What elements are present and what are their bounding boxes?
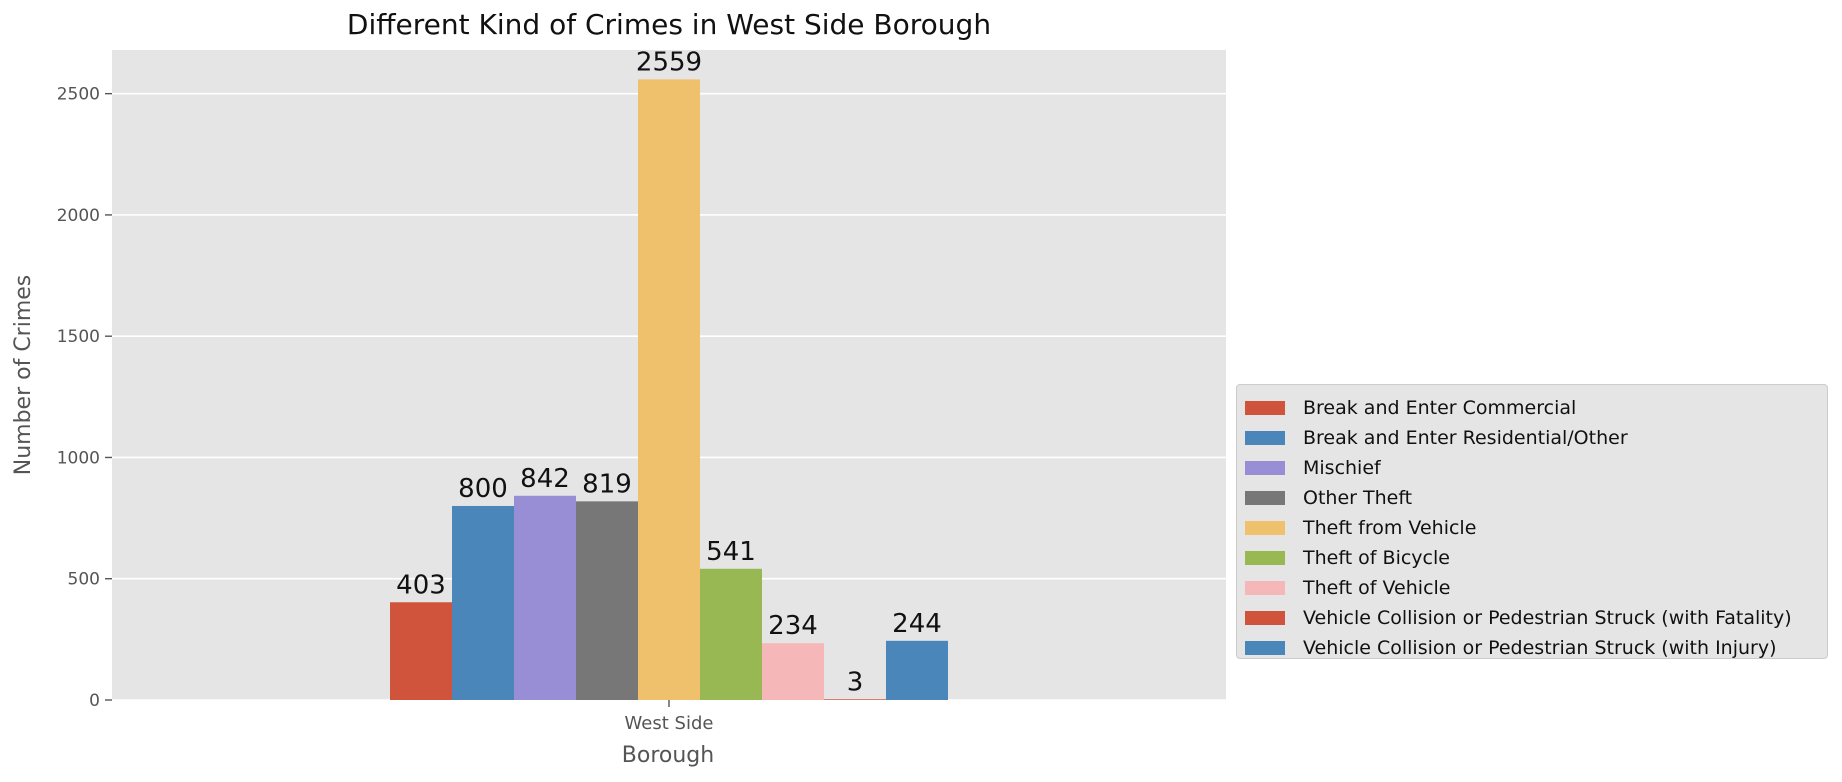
x-tick-label: West Side bbox=[625, 713, 714, 734]
y-tick-label: 2000 bbox=[57, 206, 100, 226]
legend-label: Theft from Vehicle bbox=[1303, 517, 1477, 539]
data-label: 403 bbox=[396, 570, 446, 600]
legend-label: Mischief bbox=[1303, 457, 1381, 479]
legend-item: Vehicle Collision or Pedestrian Struck (… bbox=[1237, 633, 1827, 663]
bar bbox=[390, 602, 452, 700]
chart-title: Different Kind of Crimes in West Side Bo… bbox=[347, 8, 991, 41]
legend-swatch bbox=[1245, 551, 1285, 565]
bar bbox=[700, 568, 762, 700]
y-tick-label: 2500 bbox=[57, 85, 100, 105]
y-tick-label: 1000 bbox=[57, 448, 100, 468]
legend-swatch bbox=[1245, 641, 1285, 655]
legend-label: Break and Enter Commercial bbox=[1303, 397, 1577, 419]
data-label: 842 bbox=[520, 464, 570, 494]
legend-item: Other Theft bbox=[1237, 483, 1827, 513]
legend-swatch bbox=[1245, 431, 1285, 445]
legend-swatch bbox=[1245, 491, 1285, 505]
data-label: 234 bbox=[768, 611, 818, 641]
data-label: 244 bbox=[892, 609, 942, 639]
bar bbox=[452, 505, 514, 700]
legend-item: Theft from Vehicle bbox=[1237, 513, 1827, 543]
legend-item: Theft of Bicycle bbox=[1237, 543, 1827, 573]
bar bbox=[762, 643, 824, 700]
legend-item: Theft of Vehicle bbox=[1237, 573, 1827, 603]
y-tick-label: 1500 bbox=[57, 327, 100, 347]
legend-label: Break and Enter Residential/Other bbox=[1303, 427, 1628, 449]
data-label: 541 bbox=[706, 537, 756, 567]
data-label: 2559 bbox=[636, 47, 702, 77]
legend-swatch bbox=[1245, 401, 1285, 415]
bar bbox=[824, 699, 886, 700]
legend-label: Theft of Vehicle bbox=[1303, 577, 1451, 599]
data-label: 800 bbox=[458, 474, 508, 504]
legend-label: Other Theft bbox=[1303, 487, 1413, 509]
legend-label: Vehicle Collision or Pedestrian Struck (… bbox=[1303, 607, 1792, 629]
legend-item: Break and Enter Commercial bbox=[1237, 393, 1827, 423]
legend-swatch bbox=[1245, 461, 1285, 475]
x-axis-label: Borough bbox=[622, 743, 714, 768]
legend-swatch bbox=[1245, 581, 1285, 595]
chart-legend: Break and Enter Commercial Break and Ente… bbox=[1236, 384, 1828, 659]
data-label: 3 bbox=[847, 667, 864, 697]
data-label: 819 bbox=[582, 469, 632, 499]
bar bbox=[886, 640, 948, 700]
legend-label: Vehicle Collision or Pedestrian Struck (… bbox=[1303, 637, 1777, 659]
y-axis-ticks: 0 500 1000 1500 2000 2500 bbox=[57, 85, 112, 711]
bar bbox=[514, 495, 576, 700]
legend-item: Vehicle Collision or Pedestrian Struck (… bbox=[1237, 603, 1827, 633]
legend-item: Mischief bbox=[1237, 453, 1827, 483]
y-axis-label: Number of Crimes bbox=[11, 275, 36, 476]
bar bbox=[576, 501, 638, 700]
bar bbox=[638, 79, 700, 700]
x-axis-ticks: West Side bbox=[625, 700, 714, 734]
legend-swatch bbox=[1245, 611, 1285, 625]
bars: 403 800 842 819 2559 541 234 3 244 bbox=[390, 47, 948, 700]
legend-swatch bbox=[1245, 521, 1285, 535]
y-tick-label: 0 bbox=[89, 691, 100, 711]
legend-item: Break and Enter Residential/Other bbox=[1237, 423, 1827, 453]
y-tick-label: 500 bbox=[68, 570, 100, 590]
legend-label: Theft of Bicycle bbox=[1303, 547, 1450, 569]
